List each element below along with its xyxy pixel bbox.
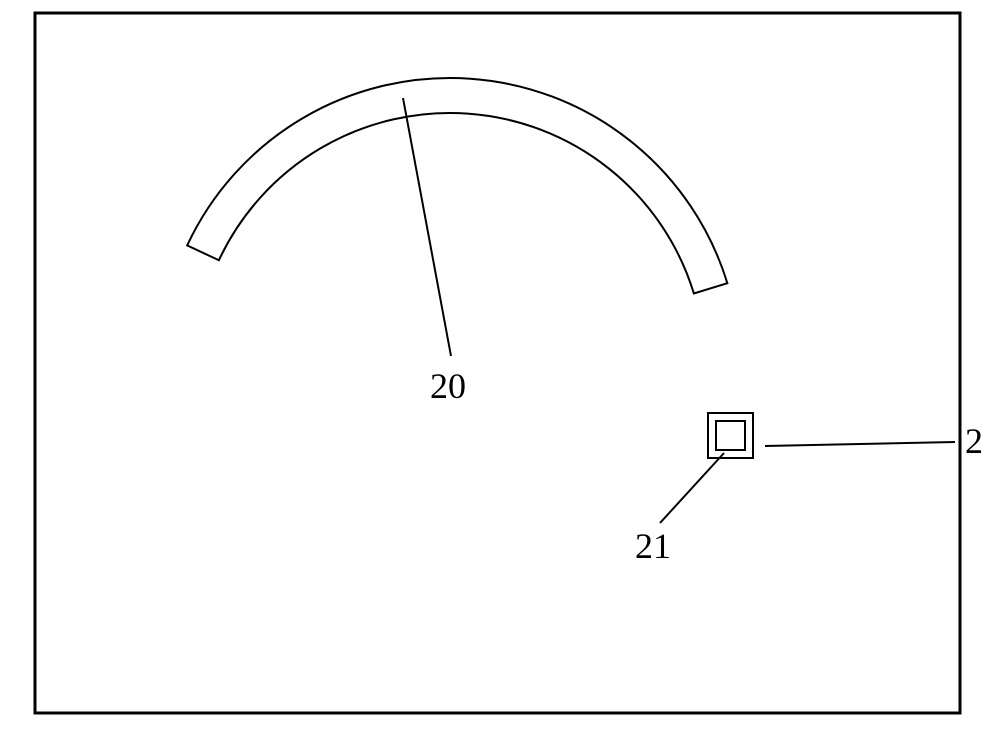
diagram-container: 20 21 2 [0,0,1000,737]
technical-diagram: 20 21 2 [0,0,1000,732]
callout-20-label: 20 [430,366,466,406]
callout-20-leader [403,98,451,356]
end-box-outer [708,413,753,458]
callout-21-label: 21 [635,526,671,566]
callout-21-leader [660,453,724,523]
arc-body [187,78,727,293]
callout-2-label: 2 [965,421,983,461]
callout-2-leader [765,442,955,446]
